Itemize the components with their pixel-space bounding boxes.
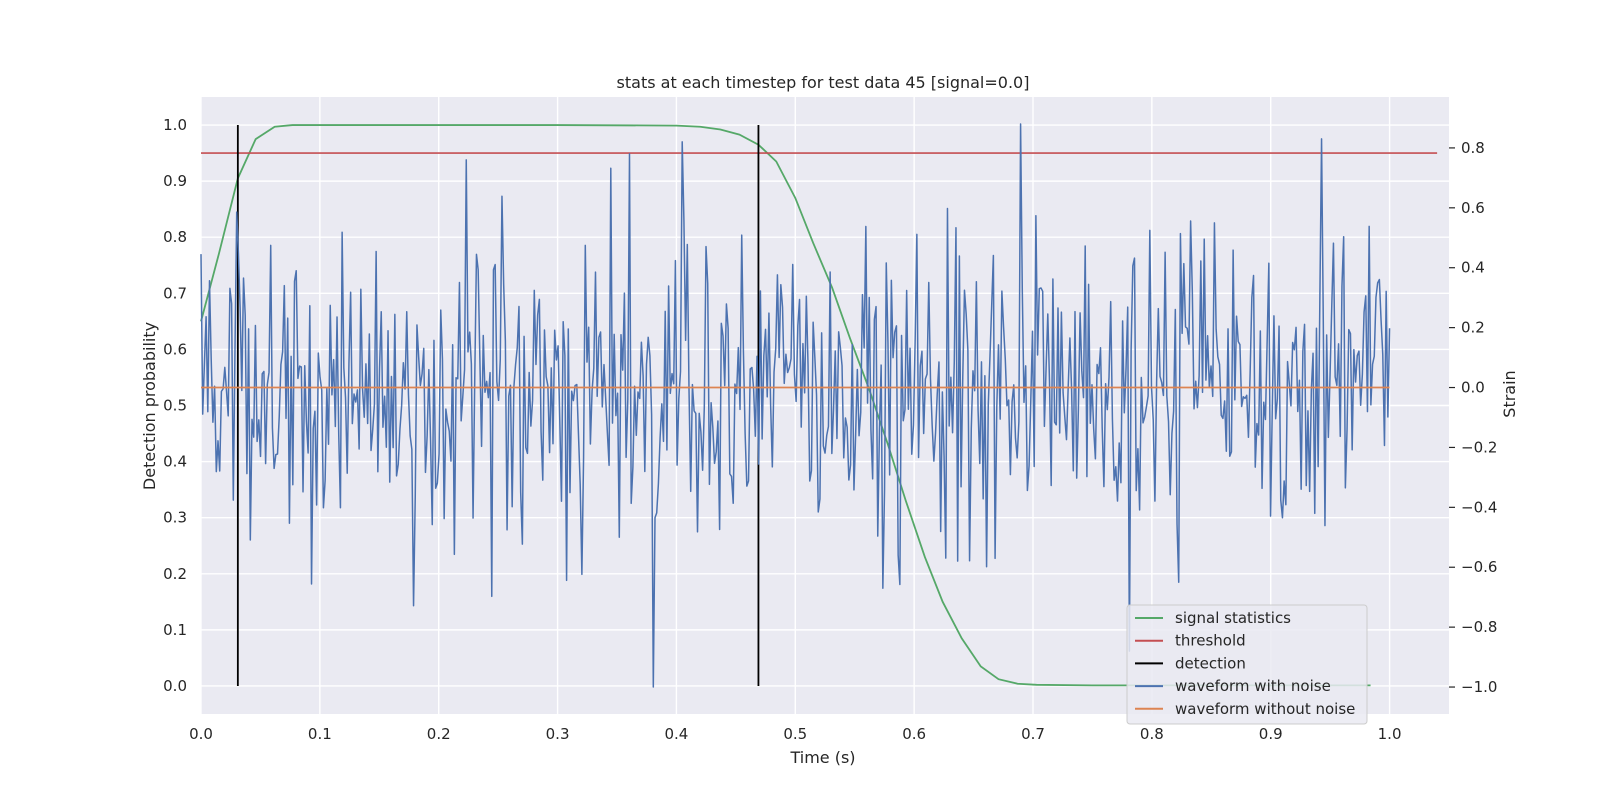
- y-tick-label: 0.6: [163, 340, 187, 358]
- x-tick-label: 0.4: [664, 725, 688, 743]
- y2-tick-label: 0.4: [1461, 259, 1485, 277]
- x-tick-label: 0.6: [902, 725, 926, 743]
- y-tick-label: 0.0: [163, 677, 187, 695]
- x-tick-label: 0.5: [783, 725, 807, 743]
- y-tick-label: 0.1: [163, 621, 187, 639]
- legend-label: signal statistics: [1175, 609, 1291, 627]
- x-tick-label: 0.0: [189, 725, 213, 743]
- y2-axis-label: Strain: [1500, 370, 1519, 417]
- legend-label: threshold: [1175, 632, 1246, 650]
- y2-tick-label: −0.6: [1461, 558, 1497, 576]
- y2-tick-label: 0.8: [1461, 139, 1485, 157]
- series-layer: [200, 123, 1438, 688]
- y-tick-label: 0.4: [163, 453, 187, 471]
- legend-label: waveform with noise: [1175, 677, 1331, 695]
- y2-tick-label: 0.6: [1461, 199, 1485, 217]
- x-axis: 0.0 0.1 0.2 0.3 0.4 0.5 0.6 0.7 0.8 0.9 1.0: [189, 725, 1401, 743]
- legend-box: [1126, 604, 1368, 725]
- x-tick-label: 0.1: [308, 725, 332, 743]
- y-tick-label: 0.2: [163, 565, 187, 583]
- y2-tick-label: 0.0: [1461, 379, 1485, 397]
- x-tick-label: 0.9: [1259, 725, 1283, 743]
- x-tick-label: 0.8: [1140, 725, 1164, 743]
- y2-tick-label: −0.8: [1461, 618, 1497, 636]
- y-tick-label: 0.9: [163, 172, 187, 190]
- y2-tick-label: −0.4: [1461, 498, 1497, 516]
- legend: signal statistics threshold detection wavef…: [1126, 604, 1368, 725]
- y-tick-label: 0.8: [163, 228, 187, 246]
- y-tick-label: 0.7: [163, 284, 187, 302]
- x-tick-label: 1.0: [1378, 725, 1402, 743]
- y-axis: 0.0 0.1 0.2 0.3 0.4 0.5 0.6 0.7 0.8 0.9 1.0: [163, 116, 187, 695]
- y2-tick-label: 0.2: [1461, 319, 1485, 337]
- series-signal-statistics-line: [200, 124, 1371, 687]
- x-axis-label: Time (s): [789, 748, 855, 767]
- y-tick-label: 0.3: [163, 509, 187, 527]
- chart-title: stats at each timestep for test data 45 …: [617, 73, 1030, 92]
- x-tick-label: 0.7: [1021, 725, 1045, 743]
- y2-axis: −1.0 −0.8 −0.6 −0.4 −0.2 0.0 0.2 0.4 0.6 0.8: [1449, 139, 1497, 696]
- legend-label: detection: [1175, 654, 1246, 672]
- y-tick-label: 0.5: [163, 397, 187, 415]
- y2-tick-label: −1.0: [1461, 678, 1497, 696]
- y2-tick-label: −0.2: [1461, 438, 1497, 456]
- x-tick-label: 0.2: [427, 725, 451, 743]
- legend-label: waveform without noise: [1175, 700, 1355, 718]
- y-axis-label: Detection probability: [140, 322, 159, 490]
- y-tick-label: 1.0: [163, 116, 187, 134]
- grid-lines: [200, 97, 1449, 714]
- x-tick-label: 0.3: [546, 725, 570, 743]
